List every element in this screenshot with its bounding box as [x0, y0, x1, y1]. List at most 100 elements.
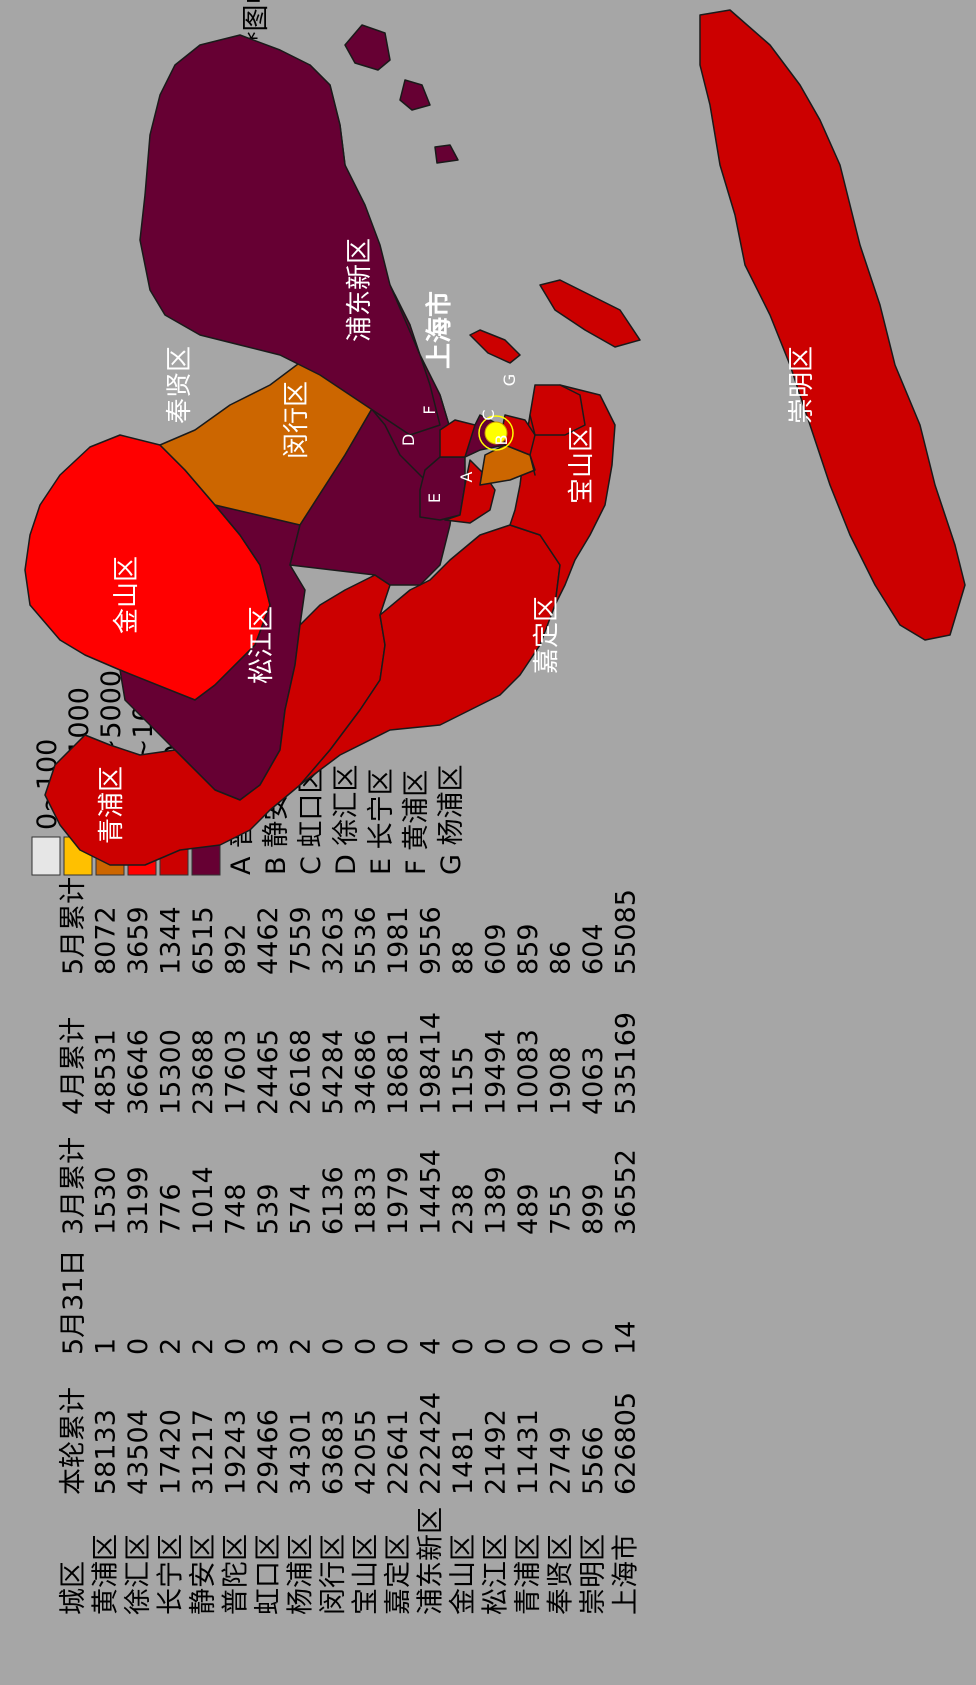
- table-cell: 0: [578, 1338, 609, 1355]
- table-cell: 36646: [123, 1029, 154, 1115]
- table-cell: 1481: [448, 1426, 479, 1495]
- table-cell: 63683: [318, 1409, 349, 1495]
- table-cell: 1981: [383, 906, 414, 975]
- region-yangpu[interactable]: [529, 384, 586, 436]
- table-cell: 0: [351, 1338, 382, 1355]
- table-cell: 31217: [188, 1409, 219, 1495]
- table-cell: 8072: [91, 906, 122, 975]
- table-cell: 3: [253, 1338, 284, 1355]
- table-cell: 6515: [188, 906, 219, 975]
- table-cell: 755: [546, 1183, 577, 1235]
- shanghai-map: [24, 9, 966, 866]
- table-cell: 11431: [513, 1409, 544, 1495]
- district-key: G 杨浦区: [436, 764, 467, 875]
- city-center-marker: [478, 415, 514, 451]
- table-cell: 4063: [578, 1046, 609, 1115]
- table-cell: 609: [481, 923, 512, 975]
- table-cell: 1530: [91, 1166, 122, 1235]
- table-header-cell: 城区: [58, 1561, 89, 1615]
- table-row-district: 松江区: [481, 1534, 512, 1615]
- table-cell: 535169: [611, 1012, 642, 1115]
- label-fengxian: 奉贤区: [165, 346, 195, 424]
- table-row-district: 普陀区: [221, 1534, 252, 1615]
- table-cell: 3659: [123, 906, 154, 975]
- table-header-cell: 5月31日: [58, 1249, 89, 1355]
- label-qingpu: 青浦区: [97, 766, 127, 844]
- table-cell: 54284: [318, 1029, 349, 1115]
- table-row-district: 宝山区: [351, 1534, 382, 1615]
- table-cell: 892: [221, 923, 252, 975]
- table-cell: 1155: [448, 1046, 479, 1115]
- region-pudong-islet-3: [344, 24, 391, 71]
- table-cell: 24465: [253, 1029, 284, 1115]
- table-row-district: 杨浦区: [286, 1534, 317, 1615]
- label-e: E: [425, 493, 444, 503]
- label-baoshan: 宝山区: [567, 426, 597, 504]
- table-cell: 86: [546, 941, 577, 975]
- table-cell: 859: [513, 923, 544, 975]
- table-row-district: 金山区: [448, 1534, 479, 1615]
- table-cell: 1979: [383, 1166, 414, 1235]
- table-row-district: 嘉定区: [383, 1534, 414, 1615]
- region-chongming[interactable]: [699, 9, 966, 641]
- table-cell: 58133: [91, 1409, 122, 1495]
- table-cell: 14454: [416, 1149, 447, 1235]
- table-cell: 0: [318, 1338, 349, 1355]
- table-row-district: 闵行区: [318, 1534, 349, 1615]
- table-cell: 574: [286, 1183, 317, 1235]
- table-row-district: 静安区: [188, 1534, 219, 1615]
- table-cell: 43504: [123, 1409, 154, 1495]
- table-cell: 0: [513, 1338, 544, 1355]
- table-cell: 604: [578, 923, 609, 975]
- label-g: G: [500, 374, 519, 386]
- table-cell: 776: [156, 1183, 187, 1235]
- label-f: F: [420, 405, 439, 414]
- table-header-cell: 4月累计: [58, 1017, 89, 1115]
- table-row-district: 长宁区: [156, 1534, 187, 1615]
- table-cell: 1908: [546, 1046, 577, 1115]
- table-cell: 17603: [221, 1029, 252, 1115]
- table-cell: 222424: [416, 1392, 447, 1495]
- district-key: E 长宁区: [366, 768, 397, 875]
- table-cell: 3199: [123, 1166, 154, 1235]
- region-pudong-islet-1: [434, 144, 459, 164]
- district-key: F 黄浦区: [401, 770, 432, 875]
- table-cell: 748: [221, 1183, 252, 1235]
- table-cell: 1: [91, 1338, 122, 1355]
- table-cell: 0: [546, 1338, 577, 1355]
- table-cell: 0: [448, 1338, 479, 1355]
- label-a: A: [457, 471, 476, 482]
- label-pudong: 浦东新区: [345, 238, 375, 342]
- region-hongkou[interactable]: [499, 414, 536, 476]
- region-chongming-islet-2: [469, 329, 521, 364]
- table-cell: 4: [416, 1338, 447, 1355]
- region-chongming-islet-1: [539, 279, 641, 348]
- table-cell: 10083: [513, 1029, 544, 1115]
- table-cell: 1344: [156, 906, 187, 975]
- table-cell: 15300: [156, 1029, 187, 1115]
- table-cell: 21492: [481, 1409, 512, 1495]
- table-cell: 626805: [611, 1392, 642, 1495]
- table-cell: 3263: [318, 906, 349, 975]
- table-header-cell: 本轮累计: [58, 1387, 89, 1495]
- table-cell: 42055: [351, 1409, 382, 1495]
- table-cell: 238: [448, 1183, 479, 1235]
- table-cell: 34686: [351, 1029, 382, 1115]
- legend-swatch: [31, 836, 61, 876]
- label-d: D: [399, 434, 418, 446]
- table-cell: 7559: [286, 906, 317, 975]
- table-cell: 0: [383, 1338, 414, 1355]
- table-cell: 2749: [546, 1426, 577, 1495]
- table-cell: 19494: [481, 1029, 512, 1115]
- table-cell: 14: [611, 1321, 642, 1355]
- table-cell: 2: [286, 1338, 317, 1355]
- table-cell: 48531: [91, 1029, 122, 1115]
- table-cell: 1833: [351, 1166, 382, 1235]
- label-songjiang: 松江区: [247, 606, 277, 684]
- table-cell: 0: [481, 1338, 512, 1355]
- table-cell: 55085: [611, 889, 642, 975]
- table-header-cell: 3月累计: [58, 1137, 89, 1235]
- table-row-district: 上海市: [611, 1534, 642, 1615]
- table-row-district: 黄浦区: [91, 1534, 122, 1615]
